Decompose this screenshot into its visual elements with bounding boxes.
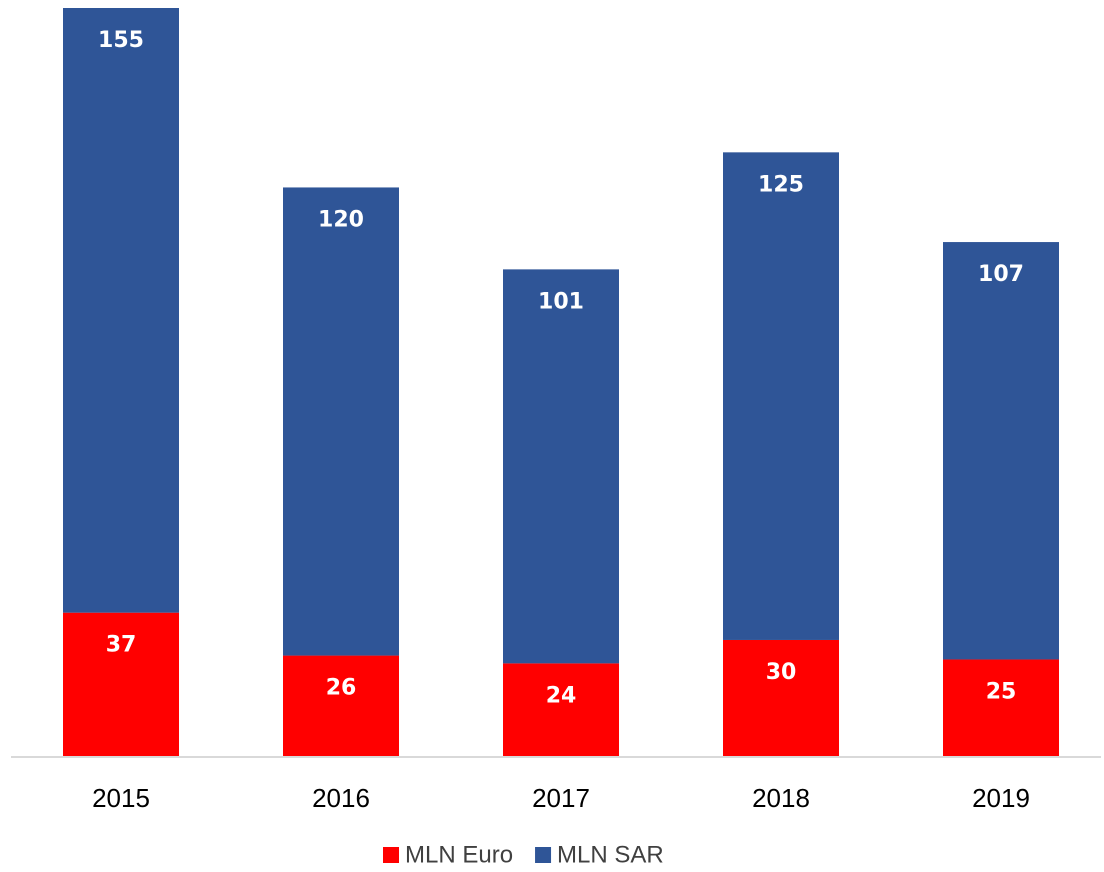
data-label: 30 xyxy=(766,660,797,685)
x-tick-label: 2017 xyxy=(532,783,590,813)
bar-segment xyxy=(63,612,179,757)
data-label: 101 xyxy=(538,289,584,314)
legend-label: MLN Euro xyxy=(405,841,513,868)
data-label: 155 xyxy=(98,28,144,53)
data-label: 25 xyxy=(986,679,1017,704)
x-tick-label: 2015 xyxy=(92,783,150,813)
bar-segment xyxy=(283,187,399,656)
data-label: 120 xyxy=(318,207,364,232)
data-label: 107 xyxy=(978,262,1024,287)
bar-segment xyxy=(503,663,619,757)
x-tick-label: 2016 xyxy=(312,783,370,813)
bar-segment xyxy=(723,152,839,640)
bar-segment xyxy=(63,8,179,613)
legend-swatch xyxy=(383,847,399,863)
data-label: 125 xyxy=(758,172,804,197)
x-tick-label: 2018 xyxy=(752,783,810,813)
legend-swatch xyxy=(535,847,552,863)
bar-segment xyxy=(723,639,839,757)
data-label: 24 xyxy=(546,683,577,708)
legend-label: MLN SAR xyxy=(557,841,664,868)
bar-segment xyxy=(943,659,1059,757)
data-label: 37 xyxy=(106,633,137,658)
bar-segment xyxy=(283,655,399,757)
bar-segment xyxy=(503,269,619,664)
x-tick-label: 2019 xyxy=(972,783,1030,813)
bar-segment xyxy=(943,242,1059,660)
data-label: 26 xyxy=(326,676,357,701)
